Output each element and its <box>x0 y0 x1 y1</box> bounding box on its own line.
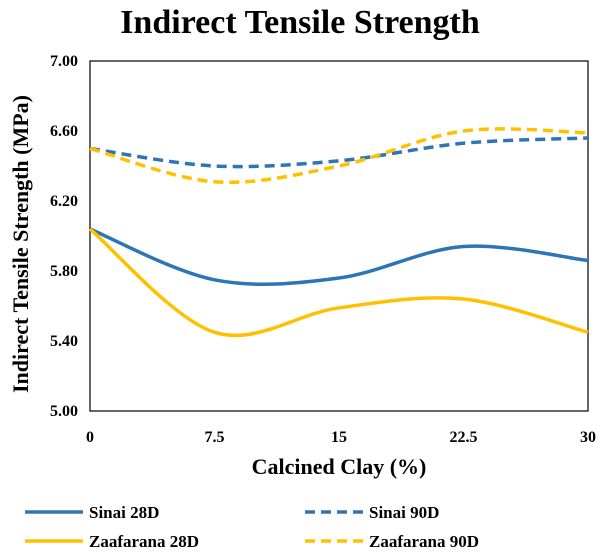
x-tick-label: 30 <box>580 429 596 446</box>
y-tick-label: 7.00 <box>50 53 78 70</box>
y-tick-label: 6.20 <box>50 193 78 210</box>
series-line-2 <box>89 136 589 169</box>
y-tick-label: 6.60 <box>50 123 78 140</box>
x-axis-ticks: 0 7.5 15 22.5 30 <box>86 429 596 446</box>
y-axis-label: Indirect Tensile Strength (MPa) <box>8 95 33 393</box>
x-tick-label: 0 <box>86 429 94 446</box>
legend: Sinai 28D Sinai 90D Zaafarana 28D Zaafarana… <box>25 503 479 551</box>
series-line-4 <box>89 127 589 185</box>
x-tick-label: 15 <box>331 429 347 446</box>
x-tick-label: 22.5 <box>450 429 478 446</box>
x-axis-label: Calcined Clay (%) <box>252 454 427 479</box>
y-tick-label: 5.00 <box>50 403 78 420</box>
y-tick-label: 5.80 <box>50 263 78 280</box>
series-line-3 <box>88 227 589 338</box>
series-line-1 <box>89 227 589 286</box>
legend-label: Zaafarana 90D <box>369 532 479 551</box>
legend-label: Zaafarana 28D <box>89 532 199 551</box>
y-tick-label: 5.40 <box>50 333 78 350</box>
chart-title: Indirect Tensile Strength <box>120 4 480 41</box>
y-axis-ticks: 5.00 5.40 5.80 6.20 6.60 7.00 <box>50 53 78 420</box>
plot-area <box>89 60 589 412</box>
series-lines <box>88 127 589 338</box>
x-tick-label: 7.5 <box>205 429 225 446</box>
legend-label: Sinai 90D <box>369 503 439 522</box>
legend-label: Sinai 28D <box>89 503 159 522</box>
